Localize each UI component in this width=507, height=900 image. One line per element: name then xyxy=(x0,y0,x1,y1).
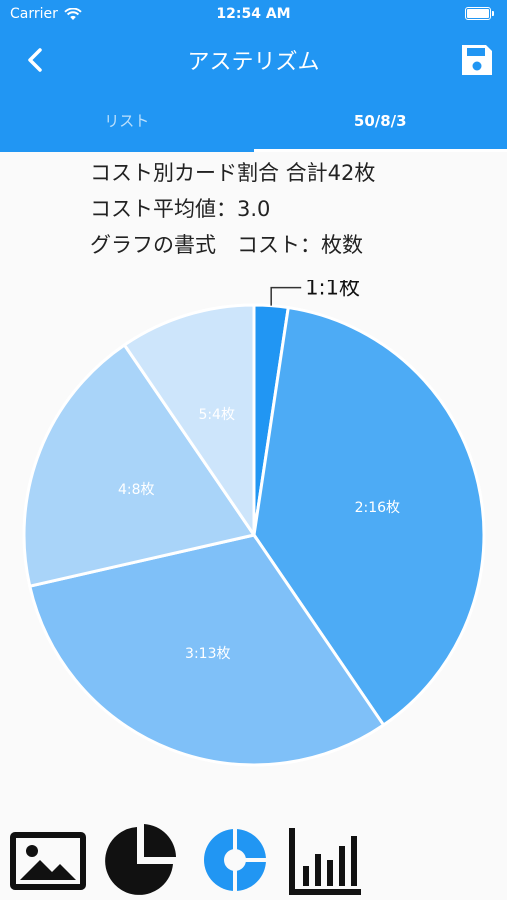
donut-chart-icon[interactable] xyxy=(195,820,275,900)
back-chevron-icon[interactable] xyxy=(18,42,54,78)
app-bar: アステリズム xyxy=(0,28,507,92)
pie-label: 3:13枚 xyxy=(185,646,230,662)
chart-info: コスト別カード割合 合計42枚 コスト平均値：3.0 グラフの書式 コスト：枚数 xyxy=(90,155,375,263)
page-title: アステリズム xyxy=(187,50,320,75)
pie-leader-line xyxy=(270,286,302,306)
pie-slice-cost-5[interactable] xyxy=(122,303,256,540)
save-icon[interactable] xyxy=(459,42,495,78)
info-format-line: グラフの書式 コスト：枚数 xyxy=(90,233,363,257)
pie-slice-cost-2[interactable] xyxy=(252,305,486,728)
pie-label-outside: 1:1枚 xyxy=(305,280,360,300)
tab-list[interactable]: リスト xyxy=(104,112,150,130)
carrier-label: Carrier xyxy=(10,6,58,22)
battery-icon xyxy=(465,7,494,20)
info-total-line: コスト別カード割合 合計42枚 xyxy=(90,161,376,185)
image-icon[interactable] xyxy=(8,820,88,900)
pie-slice-cost-3[interactable] xyxy=(27,533,386,767)
chart-type-toolbar xyxy=(0,810,507,900)
pie-label: 4:8枚 xyxy=(118,482,155,498)
info-average-line: コスト平均値：3.0 xyxy=(90,197,271,221)
bar-chart-icon[interactable] xyxy=(285,820,365,900)
status-bar: Carrier 12:54 AM xyxy=(0,0,507,28)
pie-label: 2:16枚 xyxy=(355,500,400,516)
cost-pie-chart: 1:1枚 2:16枚 3:13枚 4:8枚 5:4枚 xyxy=(22,280,486,767)
tab-deck[interactable]: 50/8/3 xyxy=(253,92,507,152)
pie-label: 5:4枚 xyxy=(198,407,235,423)
pie-chart-icon[interactable] xyxy=(100,820,180,900)
wifi-icon xyxy=(64,7,82,20)
tab-bar: リスト 50/8/3 xyxy=(0,92,507,152)
status-time: 12:54 AM xyxy=(216,6,291,22)
pie-slice-cost-4[interactable] xyxy=(22,342,257,588)
carrier: Carrier xyxy=(10,6,82,22)
